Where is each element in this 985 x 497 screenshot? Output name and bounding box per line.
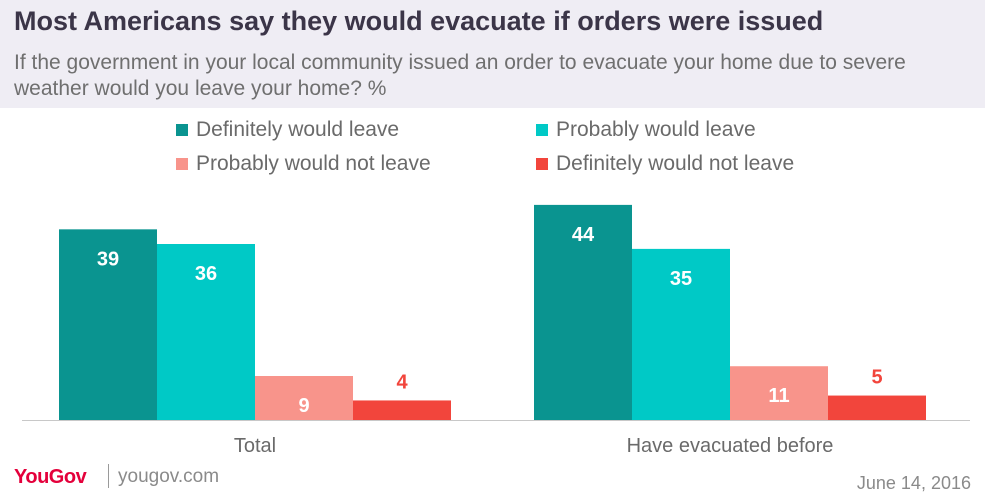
chart-subtitle: If the government in your local communit… <box>14 51 906 100</box>
legend-swatch-probably-leave <box>536 124 548 136</box>
data-label-definitely-would-not-leave-have-evacuated-before: 5 <box>871 367 882 389</box>
legend-swatch-probably-not-leave <box>176 158 188 170</box>
category-label-total: Total <box>234 435 276 457</box>
category-label-have-evacuated-before: Have evacuated before <box>627 435 834 457</box>
data-label-probably-would-not-leave-have-evacuated-before: 11 <box>768 385 789 407</box>
bar-probably-would-leave-have-evacuated-before <box>632 248 730 420</box>
legend-item-definitely-not-leave: Definitely would not leave <box>536 152 794 176</box>
data-label-definitely-would-leave-total: 39 <box>97 248 119 270</box>
bar-probably-would-leave-total <box>157 244 255 420</box>
legend-label-definitely-leave: Definitely would leave <box>196 118 400 141</box>
bar-definitely-would-not-leave-total <box>353 400 451 420</box>
legend-item-probably-leave: Probably would leave <box>536 118 756 142</box>
legend-swatch-definitely-not-leave <box>536 158 548 170</box>
bar-definitely-would-leave-total <box>59 229 157 420</box>
data-label-definitely-would-not-leave-total: 4 <box>396 371 408 393</box>
data-label-probably-would-leave-have-evacuated-before: 35 <box>670 268 692 290</box>
chart-title: Most Americans say they would evacuate i… <box>14 6 824 36</box>
footer-date: June 14, 2016 <box>856 473 971 493</box>
data-label-definitely-would-leave-have-evacuated-before: 44 <box>572 224 595 246</box>
legend-label-probably-leave: Probably would leave <box>556 118 756 141</box>
footer-site: yougov.com <box>118 466 220 487</box>
legend-swatch-definitely-leave <box>176 124 188 136</box>
yougov-logo: YouGov <box>14 466 87 488</box>
bar-definitely-would-leave-have-evacuated-before <box>534 204 632 420</box>
data-label-probably-would-not-leave-total: 9 <box>298 395 309 417</box>
legend-label-probably-not-leave: Probably would not leave <box>196 152 431 175</box>
bar-definitely-would-not-leave-have-evacuated-before <box>828 395 926 420</box>
legend-label-definitely-not-leave: Definitely would not leave <box>556 152 795 175</box>
data-label-probably-would-leave-total: 36 <box>195 263 217 285</box>
footer-divider <box>108 464 109 488</box>
legend-item-definitely-leave: Definitely would leave <box>176 118 399 142</box>
bar-probably-would-not-leave-total <box>255 376 353 420</box>
header-band: Most Americans say they would evacuate i… <box>0 0 985 108</box>
bar-probably-would-not-leave-have-evacuated-before <box>730 366 828 420</box>
legend-item-probably-not-leave: Probably would not leave <box>176 152 431 176</box>
legend: Definitely would leave Probably would le… <box>0 112 985 182</box>
